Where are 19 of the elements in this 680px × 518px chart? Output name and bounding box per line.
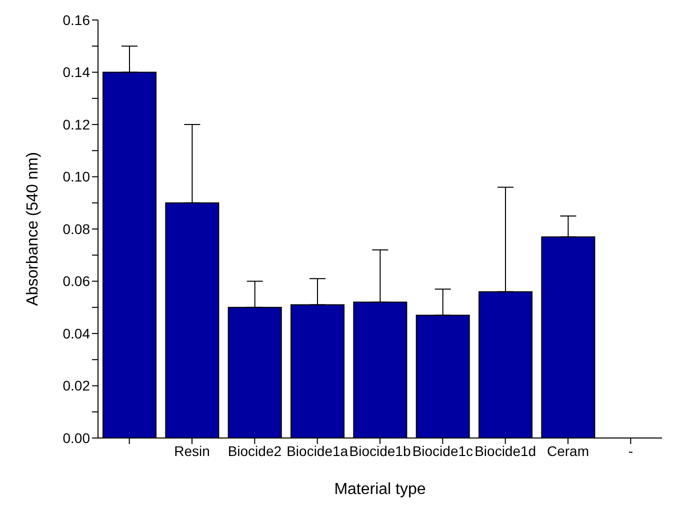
x-tick-label: Resin bbox=[174, 442, 210, 459]
x-tick-label: Biocide1b bbox=[349, 442, 411, 459]
x-axis-title: Material type bbox=[334, 481, 426, 498]
x-tick-label: Biocide1d bbox=[474, 442, 536, 459]
y-tick-label: 0.12 bbox=[62, 116, 90, 132]
y-tick-label: 0.16 bbox=[62, 12, 90, 28]
y-tick-label: 0.08 bbox=[62, 220, 90, 237]
x-tick-label: Biocide1c bbox=[412, 442, 474, 459]
x-tick-label: - bbox=[628, 442, 634, 459]
x-tick-label: Biocide1a bbox=[286, 442, 348, 459]
y-tick-label: 0.04 bbox=[62, 325, 90, 342]
x-tick-label: Ceram bbox=[546, 442, 590, 459]
y-tick-label: 0.00 bbox=[62, 430, 90, 446]
y-tick-label: 0.14 bbox=[62, 64, 90, 80]
y-tick-label: 0.02 bbox=[62, 378, 90, 394]
x-tick-label: Biocide2 bbox=[228, 442, 282, 459]
y-axis-title: Absorbance (540 nm) bbox=[24, 152, 42, 306]
y-tick-label: 0.10 bbox=[62, 168, 90, 185]
y-tick-label: 0.06 bbox=[62, 273, 90, 290]
